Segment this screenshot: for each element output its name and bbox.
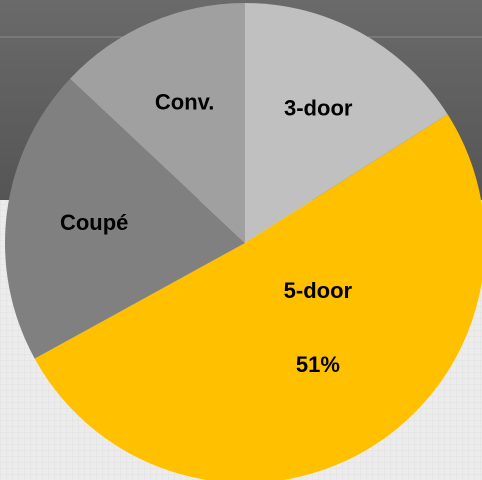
- slice-label: 5-door: [284, 278, 353, 303]
- pie-slice: [5, 78, 246, 359]
- pie: 3-door 5-door 51% Coupé Conv.: [5, 3, 482, 480]
- value-label: 51%: [296, 352, 340, 377]
- pie-slice: [70, 3, 245, 243]
- slice-label: Coupé: [60, 210, 128, 235]
- pie-slice: [245, 3, 448, 243]
- slice-label: 3-door: [284, 96, 353, 121]
- pie-slice: [34, 114, 482, 480]
- slice-label: Conv.: [155, 89, 214, 114]
